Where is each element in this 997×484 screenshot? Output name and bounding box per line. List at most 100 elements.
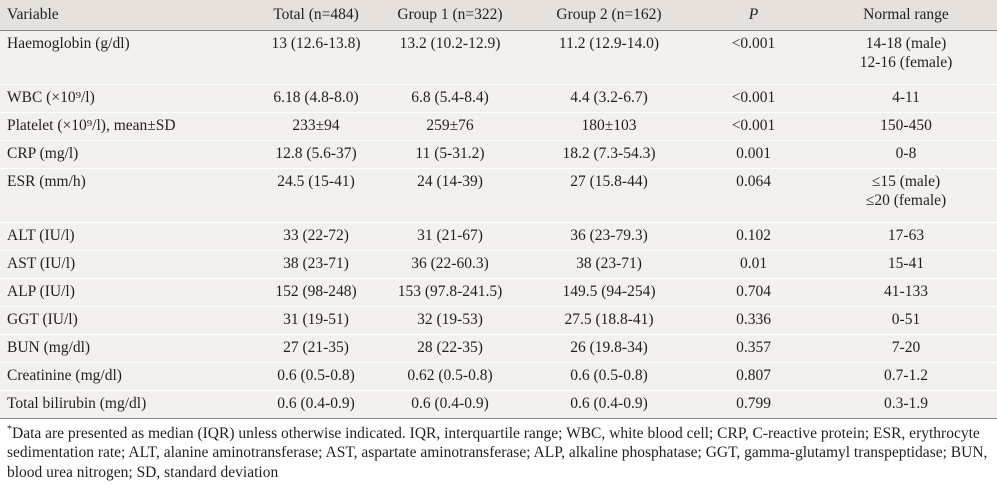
cell-variable: ESR (mm/h) (0, 168, 258, 223)
cell-group-1: 31 (21-67) (374, 222, 526, 251)
cell-group-1: 13.2 (10.2-12.9) (374, 30, 526, 85)
cell-group-2: 0.6 (0.5-0.8) (526, 362, 692, 391)
cell-total: 33 (22-72) (258, 222, 374, 251)
table-row: Creatinine (mg/dl) 0.6 (0.5-0.8) 0.62 (0… (0, 362, 997, 391)
table-row: BUN (mg/dl) 27 (21-35) 28 (22-35) 26 (19… (0, 334, 997, 363)
cell-p-value: <0.001 (692, 30, 815, 85)
cell-variable: Creatinine (mg/dl) (0, 362, 258, 391)
table-row: CRP (mg/l) 12.8 (5.6-37) 11 (5-31.2) 18.… (0, 140, 997, 169)
cell-variable: Platelet (×10⁹/l), mean±SD (0, 112, 258, 141)
cell-total: 12.8 (5.6-37) (258, 140, 374, 169)
cell-total: 0.6 (0.5-0.8) (258, 362, 374, 391)
table-row: Total bilirubin (mg/dl) 0.6 (0.4-0.9) 0.… (0, 390, 997, 419)
cell-group-2: 0.6 (0.4-0.9) (526, 390, 692, 419)
cell-group-2: 27.5 (18.8-41) (526, 306, 692, 335)
footnote-text: Data are presented as median (IQR) unles… (7, 424, 988, 481)
cell-p-value: <0.001 (692, 84, 815, 113)
cell-variable: WBC (×10⁹/l) (0, 84, 258, 113)
table-footnote: *Data are presented as median (IQR) unle… (0, 418, 997, 482)
cell-group-1: 24 (14-39) (374, 168, 526, 223)
table-row: Platelet (×10⁹/l), mean±SD 233±94 259±76… (0, 112, 997, 141)
footnote-marker: * (7, 423, 12, 435)
cell-group-2: 180±103 (526, 112, 692, 141)
table-row: Haemoglobin (g/dl) 13 (12.6-13.8) 13.2 (… (0, 30, 997, 85)
cell-group-1: 28 (22-35) (374, 334, 526, 363)
cell-total: 0.6 (0.4-0.9) (258, 390, 374, 419)
normal-range-male: 14-18 (male) (865, 34, 947, 52)
cell-p-value: 0.704 (692, 278, 815, 307)
table-header-row: Variable Total (n=484) Group 1 (n=322) G… (0, 0, 997, 31)
normal-range-female: 12-16 (female) (859, 53, 953, 71)
cell-total: 13 (12.6-13.8) (258, 30, 374, 85)
cell-p-value: 0.064 (692, 168, 815, 223)
table-row: GGT (IU/l) 31 (19-51) 32 (19-53) 27.5 (1… (0, 306, 997, 335)
cell-group-1: 11 (5-31.2) (374, 140, 526, 169)
cell-normal-range: 14-18 (male) 12-16 (female) (815, 30, 997, 85)
table-row: ALP (IU/l) 152 (98-248) 153 (97.8-241.5)… (0, 278, 997, 307)
cell-total: 152 (98-248) (258, 278, 374, 307)
cell-variable: Total bilirubin (mg/dl) (0, 390, 258, 419)
cell-p-value: 0.807 (692, 362, 815, 391)
cell-variable: ALT (IU/l) (0, 222, 258, 251)
cell-group-2: 36 (23-79.3) (526, 222, 692, 251)
cell-normal-range: 4-11 (815, 84, 997, 113)
cell-group-1: 0.62 (0.5-0.8) (374, 362, 526, 391)
cell-group-1: 0.6 (0.4-0.9) (374, 390, 526, 419)
cell-group-1: 36 (22-60.3) (374, 250, 526, 279)
cell-group-2: 149.5 (94-254) (526, 278, 692, 307)
table-row: AST (IU/l) 38 (23-71) 36 (22-60.3) 38 (2… (0, 250, 997, 279)
header-p-value: P (692, 0, 815, 31)
cell-normal-range: 0.7-1.2 (815, 362, 997, 391)
cell-variable: Haemoglobin (g/dl) (0, 30, 258, 85)
cell-group-1: 153 (97.8-241.5) (374, 278, 526, 307)
header-normal-range: Normal range (815, 0, 997, 31)
cell-normal-range: ≤15 (male) ≤20 (female) (815, 168, 997, 223)
cell-p-value: 0.799 (692, 390, 815, 419)
cell-group-2: 26 (19.8-34) (526, 334, 692, 363)
cell-total: 38 (23-71) (258, 250, 374, 279)
cell-normal-range: 0.3-1.9 (815, 390, 997, 419)
cell-total: 233±94 (258, 112, 374, 141)
cell-p-value: 0.102 (692, 222, 815, 251)
cell-total: 31 (19-51) (258, 306, 374, 335)
cell-normal-range: 0-51 (815, 306, 997, 335)
cell-normal-range: 150-450 (815, 112, 997, 141)
cell-normal-range: 15-41 (815, 250, 997, 279)
cell-normal-range: 7-20 (815, 334, 997, 363)
header-total: Total (n=484) (258, 0, 374, 31)
cell-normal-range: 17-63 (815, 222, 997, 251)
cell-variable: ALP (IU/l) (0, 278, 258, 307)
header-group-1: Group 1 (n=322) (374, 0, 526, 31)
cell-normal-range: 41-133 (815, 278, 997, 307)
table-row: ESR (mm/h) 24.5 (15-41) 24 (14-39) 27 (1… (0, 168, 997, 223)
cell-total: 6.18 (4.8-8.0) (258, 84, 374, 113)
cell-variable: CRP (mg/l) (0, 140, 258, 169)
cell-p-value: <0.001 (692, 112, 815, 141)
cell-p-value: 0.357 (692, 334, 815, 363)
cell-group-2: 38 (23-71) (526, 250, 692, 279)
cell-total: 24.5 (15-41) (258, 168, 374, 223)
cell-group-1: 32 (19-53) (374, 306, 526, 335)
cell-total: 27 (21-35) (258, 334, 374, 363)
lab-values-table: Variable Total (n=484) Group 1 (n=322) G… (0, 0, 997, 419)
cell-p-value: 0.01 (692, 250, 815, 279)
normal-range-male: ≤15 (male) (871, 172, 941, 190)
cell-group-2: 27 (15.8-44) (526, 168, 692, 223)
cell-normal-range: 0-8 (815, 140, 997, 169)
cell-p-value: 0.001 (692, 140, 815, 169)
cell-variable: AST (IU/l) (0, 250, 258, 279)
cell-group-2: 18.2 (7.3-54.3) (526, 140, 692, 169)
cell-group-1: 259±76 (374, 112, 526, 141)
cell-variable: BUN (mg/dl) (0, 334, 258, 363)
header-variable: Variable (0, 0, 258, 31)
cell-group-1: 6.8 (5.4-8.4) (374, 84, 526, 113)
cell-group-2: 11.2 (12.9-14.0) (526, 30, 692, 85)
header-group-2: Group 2 (n=162) (526, 0, 692, 31)
cell-variable: GGT (IU/l) (0, 306, 258, 335)
normal-range-female: ≤20 (female) (865, 191, 947, 209)
cell-p-value: 0.336 (692, 306, 815, 335)
cell-group-2: 4.4 (3.2-6.7) (526, 84, 692, 113)
table-row: ALT (IU/l) 33 (22-72) 31 (21-67) 36 (23-… (0, 222, 997, 251)
table-row: WBC (×10⁹/l) 6.18 (4.8-8.0) 6.8 (5.4-8.4… (0, 84, 997, 113)
